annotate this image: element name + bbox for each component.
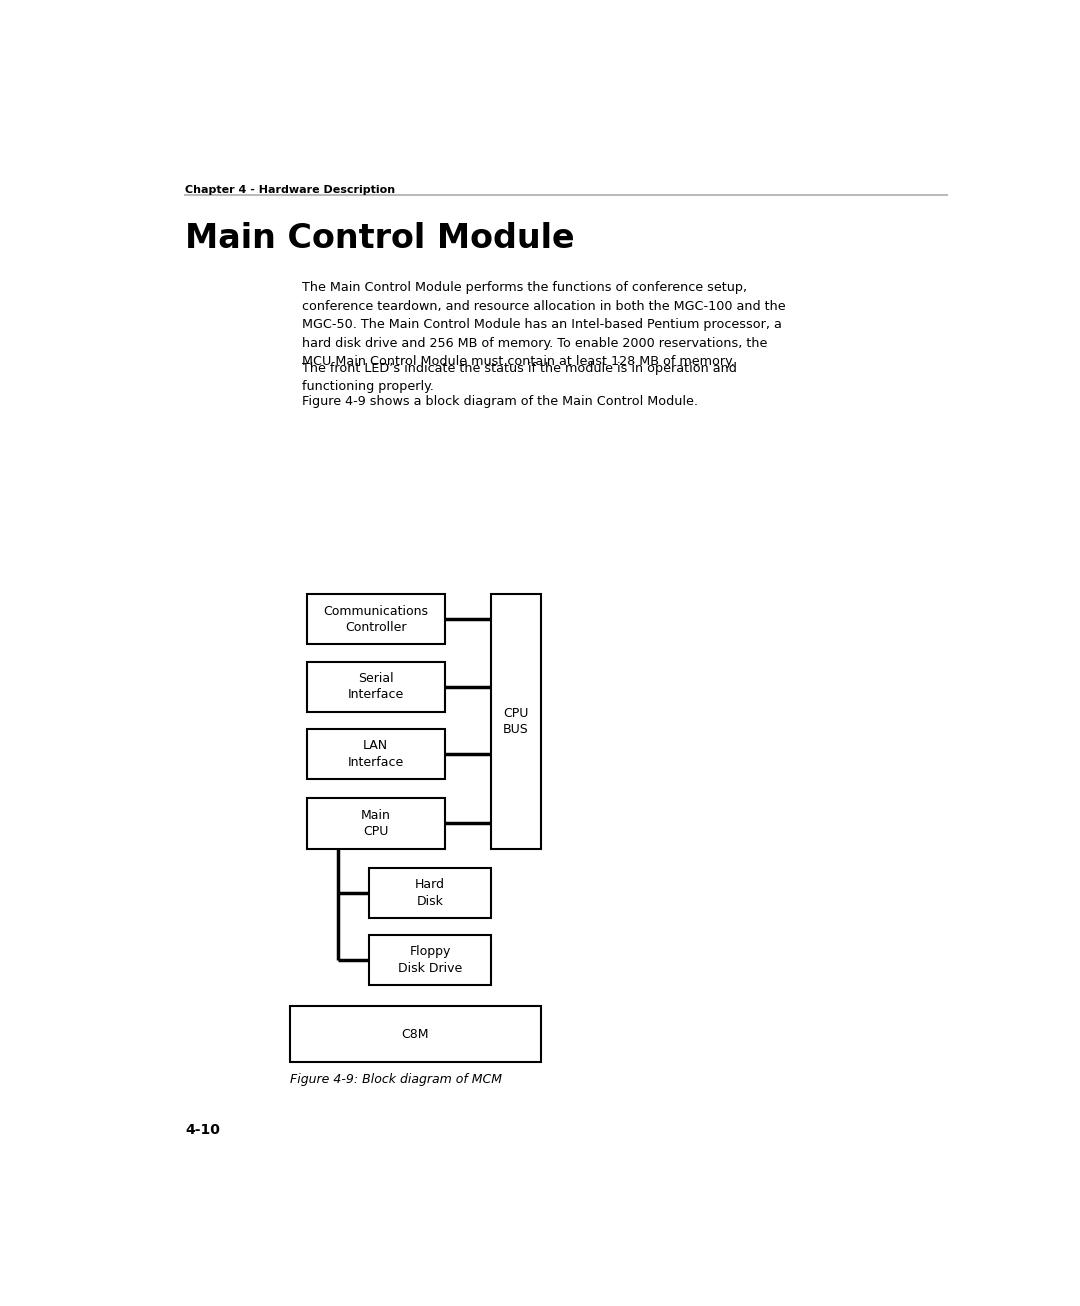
Text: Figure 4-9 shows a block diagram of the Main Control Module.: Figure 4-9 shows a block diagram of the …: [302, 394, 699, 407]
Bar: [307, 729, 445, 780]
Text: Chapter 4 - Hardware Description: Chapter 4 - Hardware Description: [186, 185, 395, 195]
Bar: [307, 662, 445, 712]
Bar: [369, 867, 490, 918]
Text: Hard
Disk: Hard Disk: [415, 878, 445, 908]
Bar: [307, 798, 445, 849]
Text: The Main Control Module performs the functions of conference setup,
conference t: The Main Control Module performs the fun…: [302, 281, 786, 368]
Text: Main
CPU: Main CPU: [361, 808, 391, 838]
Text: 4-10: 4-10: [186, 1123, 220, 1138]
Text: LAN
Interface: LAN Interface: [348, 739, 404, 769]
Text: C8M: C8M: [402, 1028, 429, 1041]
Bar: [307, 594, 445, 644]
Text: The front LED’s indicate the status if the module is in operation and
functionin: The front LED’s indicate the status if t…: [302, 362, 738, 393]
Text: Floppy
Disk Drive: Floppy Disk Drive: [397, 946, 462, 976]
Text: Serial
Interface: Serial Interface: [348, 671, 404, 701]
Bar: [369, 935, 490, 985]
Text: Communications
Controller: Communications Controller: [323, 605, 428, 633]
Text: Figure 4-9: Block diagram of MCM: Figure 4-9: Block diagram of MCM: [289, 1072, 502, 1085]
Bar: [490, 594, 541, 849]
Text: Main Control Module: Main Control Module: [186, 222, 575, 255]
Text: CPU
BUS: CPU BUS: [503, 707, 529, 737]
Bar: [289, 1007, 541, 1062]
